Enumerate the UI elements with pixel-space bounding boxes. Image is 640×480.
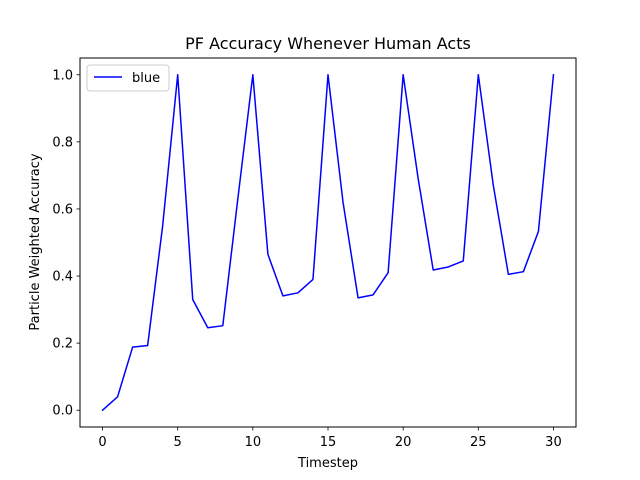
data-point: [132, 347, 133, 348]
x-tick-label: 0: [98, 435, 106, 450]
data-point: [493, 185, 494, 186]
data-point: [102, 410, 103, 411]
data-point: [207, 327, 208, 328]
data-point: [538, 231, 539, 232]
data-point: [252, 74, 253, 75]
y-axis-label: Particle Weighted Accuracy: [28, 153, 43, 330]
data-point: [267, 254, 268, 255]
data-point: [448, 266, 449, 267]
y-tick-label: 0.6: [52, 202, 73, 217]
data-point: [357, 297, 358, 298]
y-tick-label: 1.0: [52, 68, 73, 83]
data-point: [418, 178, 419, 179]
x-axis-label: Timestep: [297, 456, 358, 471]
data-point: [147, 345, 148, 346]
chart-title: PF Accuracy Whenever Human Acts: [185, 34, 471, 53]
data-point: [222, 325, 223, 326]
x-tick-label: 25: [470, 435, 487, 450]
data-point: [463, 260, 464, 261]
y-tick-label: 0.4: [52, 270, 73, 285]
y-axis-ticks: 0.0 0.2 0.4 0.6 0.8 1.0: [52, 68, 80, 419]
data-point: [162, 225, 163, 226]
x-axis-ticks: 0 5 10 15 20 25 30: [98, 427, 562, 450]
data-point: [553, 74, 554, 75]
data-point: [523, 271, 524, 272]
data-point: [388, 272, 389, 273]
data-point: [433, 269, 434, 270]
x-tick-label: 30: [545, 435, 562, 450]
series-line-blue: [101, 73, 555, 412]
data-point: [327, 74, 328, 75]
x-tick-label: 20: [395, 435, 412, 450]
data-point: [403, 74, 404, 75]
legend-label-blue: blue: [132, 71, 160, 86]
data-point: [312, 279, 313, 280]
y-tick-label: 0.8: [52, 135, 73, 150]
y-tick-label: 0.2: [52, 337, 73, 352]
data-point: [237, 198, 238, 199]
data-point: [297, 292, 298, 293]
data-point: [177, 74, 178, 75]
y-tick-label: 0.0: [52, 404, 73, 419]
x-tick-label: 5: [174, 435, 182, 450]
x-tick-label: 15: [320, 435, 337, 450]
plot-area: [101, 73, 555, 412]
legend: blue: [86, 64, 170, 92]
x-tick-label: 10: [245, 435, 262, 450]
data-point: [192, 299, 193, 300]
data-point: [282, 295, 283, 296]
axes-frame: [79, 57, 577, 428]
data-point: [117, 396, 118, 397]
legend-box: [86, 64, 170, 92]
data-point: [342, 202, 343, 203]
data-point: [372, 294, 373, 295]
data-point: [478, 74, 479, 75]
data-point: [508, 274, 509, 275]
